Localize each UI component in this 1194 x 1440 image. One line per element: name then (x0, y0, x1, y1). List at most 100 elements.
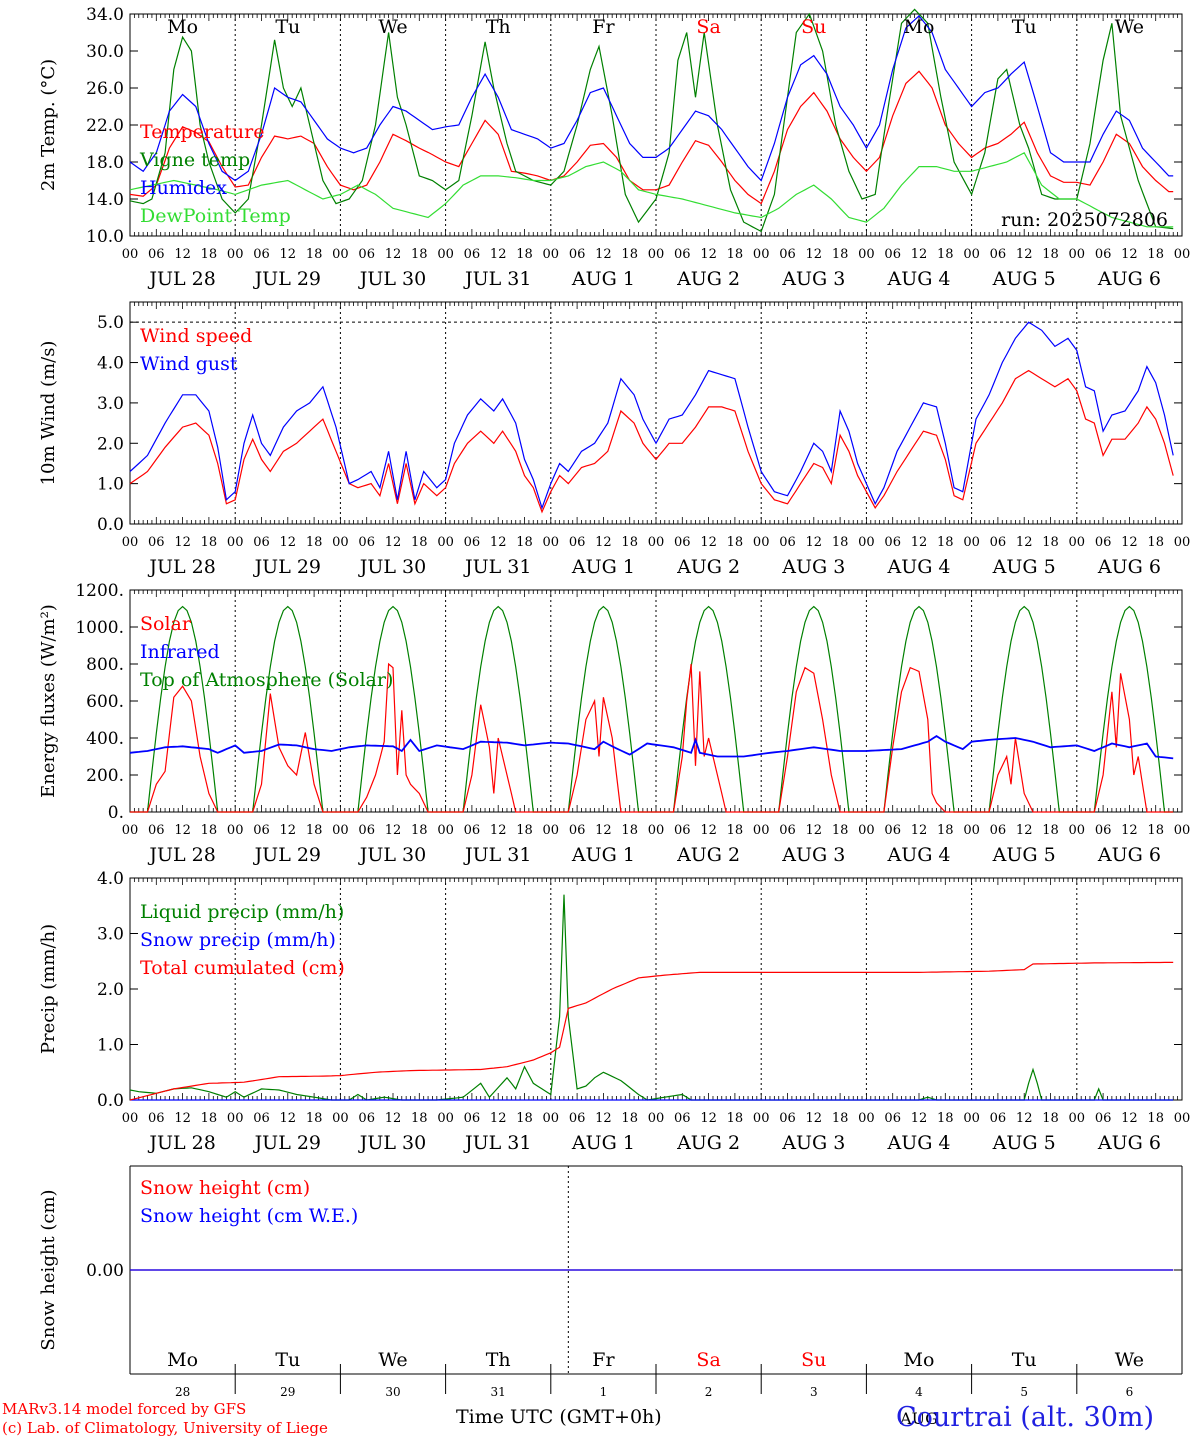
panel-4-hour-label: 00 (543, 1111, 560, 1126)
panel-3-ytick-label: 200. (86, 766, 124, 786)
panel-2-hour-label: 12 (385, 535, 402, 550)
panel-1-legend-entry: Vigne temp (139, 149, 250, 171)
panel-5-day-name: Fr (592, 1349, 615, 1371)
panel-2-hour-label: 06 (569, 535, 586, 550)
panel-2-date-label: AUG 5 (992, 556, 1056, 578)
panel-1-hour-label: 00 (753, 247, 770, 262)
panel-2-hour-label: 00 (437, 535, 454, 550)
panel-3-ytick-label: 600. (86, 692, 124, 712)
panel-4-hour-label: 00 (437, 1111, 454, 1126)
panel-4-hour-label: 12 (700, 1111, 717, 1126)
panel-2-hour-label: 06 (990, 535, 1007, 550)
panel-2-hour-label: 18 (1042, 535, 1059, 550)
panel-3-hour-label: 00 (332, 823, 349, 838)
panel-4-hour-label: 00 (227, 1111, 244, 1126)
panel-3-date-label: JUL 28 (147, 844, 215, 866)
panel-4-hour-label: 06 (148, 1111, 165, 1126)
panel-5-day-number: 31 (491, 1385, 506, 1399)
panel-1-hour-label: 06 (464, 247, 481, 262)
panel-1-hour-label: 06 (569, 247, 586, 262)
panel-2-hour-label: 12 (1121, 535, 1138, 550)
panel-1-hour-label: 06 (674, 247, 691, 262)
panel-1-hour-label: 12 (280, 247, 297, 262)
panel-1-ytick-label: 26.0 (86, 79, 124, 99)
panel-1-date-label: JUL 29 (253, 268, 321, 290)
panel-2-hour-label: 18 (727, 535, 744, 550)
series-layer (129, 8, 1174, 1271)
panel-4-hour-label: 06 (253, 1111, 270, 1126)
panel-4-hour-label: 06 (674, 1111, 691, 1126)
panel-1-run-label: run: 2025072806 (1001, 209, 1168, 231)
panel-2-hour-label: 12 (174, 535, 191, 550)
panel-2-hour-label: 00 (543, 535, 560, 550)
panel-2-hour-label: 06 (358, 535, 375, 550)
panel-5-day-name: Tu (1012, 1349, 1037, 1371)
panel-4-hour-label: 12 (385, 1111, 402, 1126)
panel-3-series-1 (129, 735, 1174, 760)
panel-2-hour-label: 12 (280, 535, 297, 550)
panel-1-ytick-label: 22.0 (86, 116, 124, 136)
panel-1-hour-label: 06 (990, 247, 1007, 262)
panel-4-series-2 (129, 961, 1174, 1101)
panel-4-date-label: AUG 6 (1097, 1132, 1161, 1154)
panel-3-hour-label: 06 (990, 823, 1007, 838)
panel-4-hour-label: 00 (648, 1111, 665, 1126)
panel-3-date-label: AUG 5 (992, 844, 1056, 866)
panel-3-hour-label: 18 (1042, 823, 1059, 838)
panel-1-hour-label: 00 (437, 247, 454, 262)
panel-2-legend-entry: Wind gust (140, 353, 238, 375)
panel-4-hour-label: 18 (1042, 1111, 1059, 1126)
panel-2-ytick-label: 0.0 (97, 515, 124, 535)
panel-1-hour-label: 00 (858, 247, 875, 262)
panel-2-hour-label: 00 (122, 535, 139, 550)
panel-3-ytick-label: 1200. (75, 581, 124, 601)
panel-3-hour-label: 00 (543, 823, 560, 838)
panel-2-date-label: AUG 1 (571, 556, 635, 578)
panel-3-hour-label: 12 (1121, 823, 1138, 838)
panel-4-date-label: JUL 31 (463, 1132, 531, 1154)
panel-1-legend-entry: DewPoint Temp (140, 205, 291, 227)
panel-4-hour-label: 06 (1095, 1111, 1112, 1126)
panel-1-hour-label: 06 (884, 247, 901, 262)
panel-5-day-number: 5 (1020, 1385, 1028, 1399)
panel-5-day-name: Th (486, 1349, 511, 1371)
panel-4-ytick-label: 4.0 (97, 869, 124, 889)
panel-1-date-label: AUG 2 (676, 268, 740, 290)
panel-4-hour-label: 18 (621, 1111, 638, 1126)
panel-2-hour-label: 18 (937, 535, 954, 550)
panel-2-date-label: JUL 29 (253, 556, 321, 578)
panel-5-day-name: Su (801, 1349, 826, 1371)
panel-5-day-name: Mo (167, 1349, 198, 1371)
panel-3-hour-label: 06 (464, 823, 481, 838)
panel-2-ytick-label: 2.0 (97, 434, 124, 454)
panel-3-series-toa-solar (130, 605, 1174, 813)
panel-3-hour-label: 00 (753, 823, 770, 838)
panel-4-hour-label: 06 (569, 1111, 586, 1126)
panel-1-hour-label: 00 (332, 247, 349, 262)
panel-1-hour-label: 00 (648, 247, 665, 262)
panel-4-legend-entry: Snow precip (mm/h) (140, 929, 336, 951)
panel-2-ytick-label: 3.0 (97, 394, 124, 414)
panel-4-ytick-label: 3.0 (97, 925, 124, 945)
panel-1-hour-label: 18 (1042, 247, 1059, 262)
panel-4-ytick-label: 1.0 (97, 1036, 124, 1056)
panel-3-hour-label: 06 (358, 823, 375, 838)
panel-4-hour-label: 00 (1069, 1111, 1086, 1126)
panel-3-hour-label: 12 (280, 823, 297, 838)
panel-2-date-label: JUL 28 (147, 556, 215, 578)
panel-4-hour-label: 00 (858, 1111, 875, 1126)
panel-1-ytick-label: 14.0 (86, 190, 124, 210)
panel-4-hour-label: 06 (358, 1111, 375, 1126)
panel-2-date-label: AUG 6 (1097, 556, 1161, 578)
panel-4-hour-label: 12 (806, 1111, 823, 1126)
panel-1-date-label: AUG 5 (992, 268, 1056, 290)
panel-5-day-number: 3 (810, 1385, 818, 1399)
panel-2-date-label: JUL 31 (463, 556, 531, 578)
panel-3-hour-label: 12 (490, 823, 507, 838)
panel-4-hour-label: 12 (1121, 1111, 1138, 1126)
panel-1-hour-label: 12 (174, 247, 191, 262)
panel-1-hour-label: 12 (806, 247, 823, 262)
panel-3-hour-label: 06 (779, 823, 796, 838)
panel-1-legend-entry: Temperature (140, 121, 264, 143)
